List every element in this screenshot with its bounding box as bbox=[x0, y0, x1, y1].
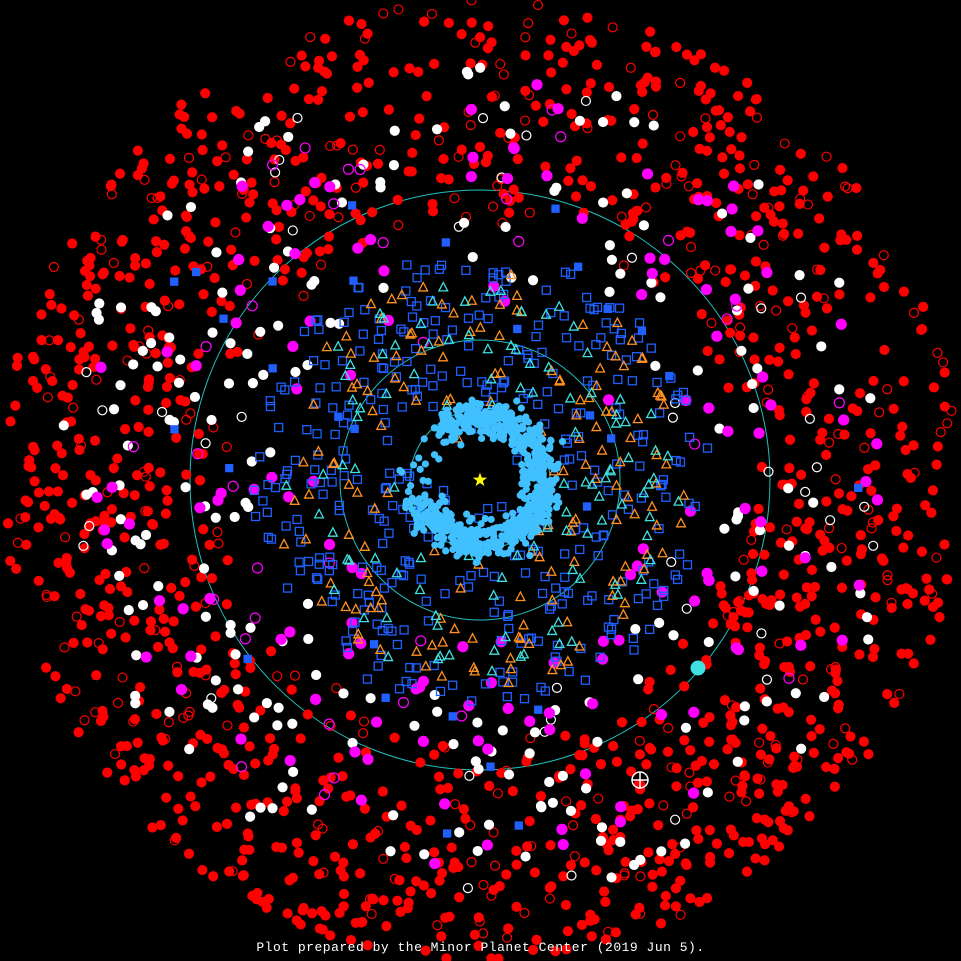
scatter-plot: Plot prepared by the Minor Planet Center… bbox=[0, 0, 961, 961]
series-magenta_filled bbox=[92, 80, 882, 869]
plot-canvas bbox=[0, 0, 961, 961]
plot-caption: Plot prepared by the Minor Planet Center… bbox=[0, 940, 961, 955]
sun-marker bbox=[474, 474, 485, 485]
